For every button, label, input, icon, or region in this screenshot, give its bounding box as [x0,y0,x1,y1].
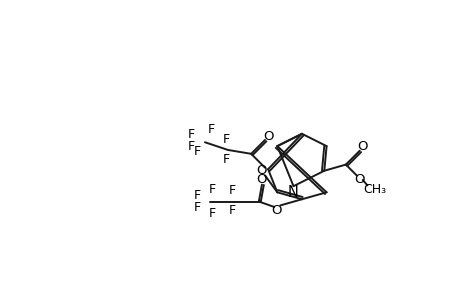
Text: O: O [256,164,267,177]
Text: O: O [263,130,274,142]
Text: O: O [271,203,281,217]
Text: F: F [187,128,194,141]
Text: N: N [287,185,297,200]
Text: F: F [207,123,214,136]
Text: F: F [223,153,230,166]
Text: F: F [193,189,201,202]
Text: F: F [229,204,236,217]
Text: F: F [209,183,216,196]
Text: CH₃: CH₃ [363,183,386,196]
Text: O: O [357,140,367,153]
Text: O: O [354,173,364,186]
Text: F: F [193,145,201,158]
Text: F: F [223,133,230,146]
Text: F: F [187,140,194,153]
Text: F: F [193,201,201,214]
Text: F: F [229,184,236,197]
Text: O: O [256,173,267,186]
Text: F: F [209,207,216,220]
